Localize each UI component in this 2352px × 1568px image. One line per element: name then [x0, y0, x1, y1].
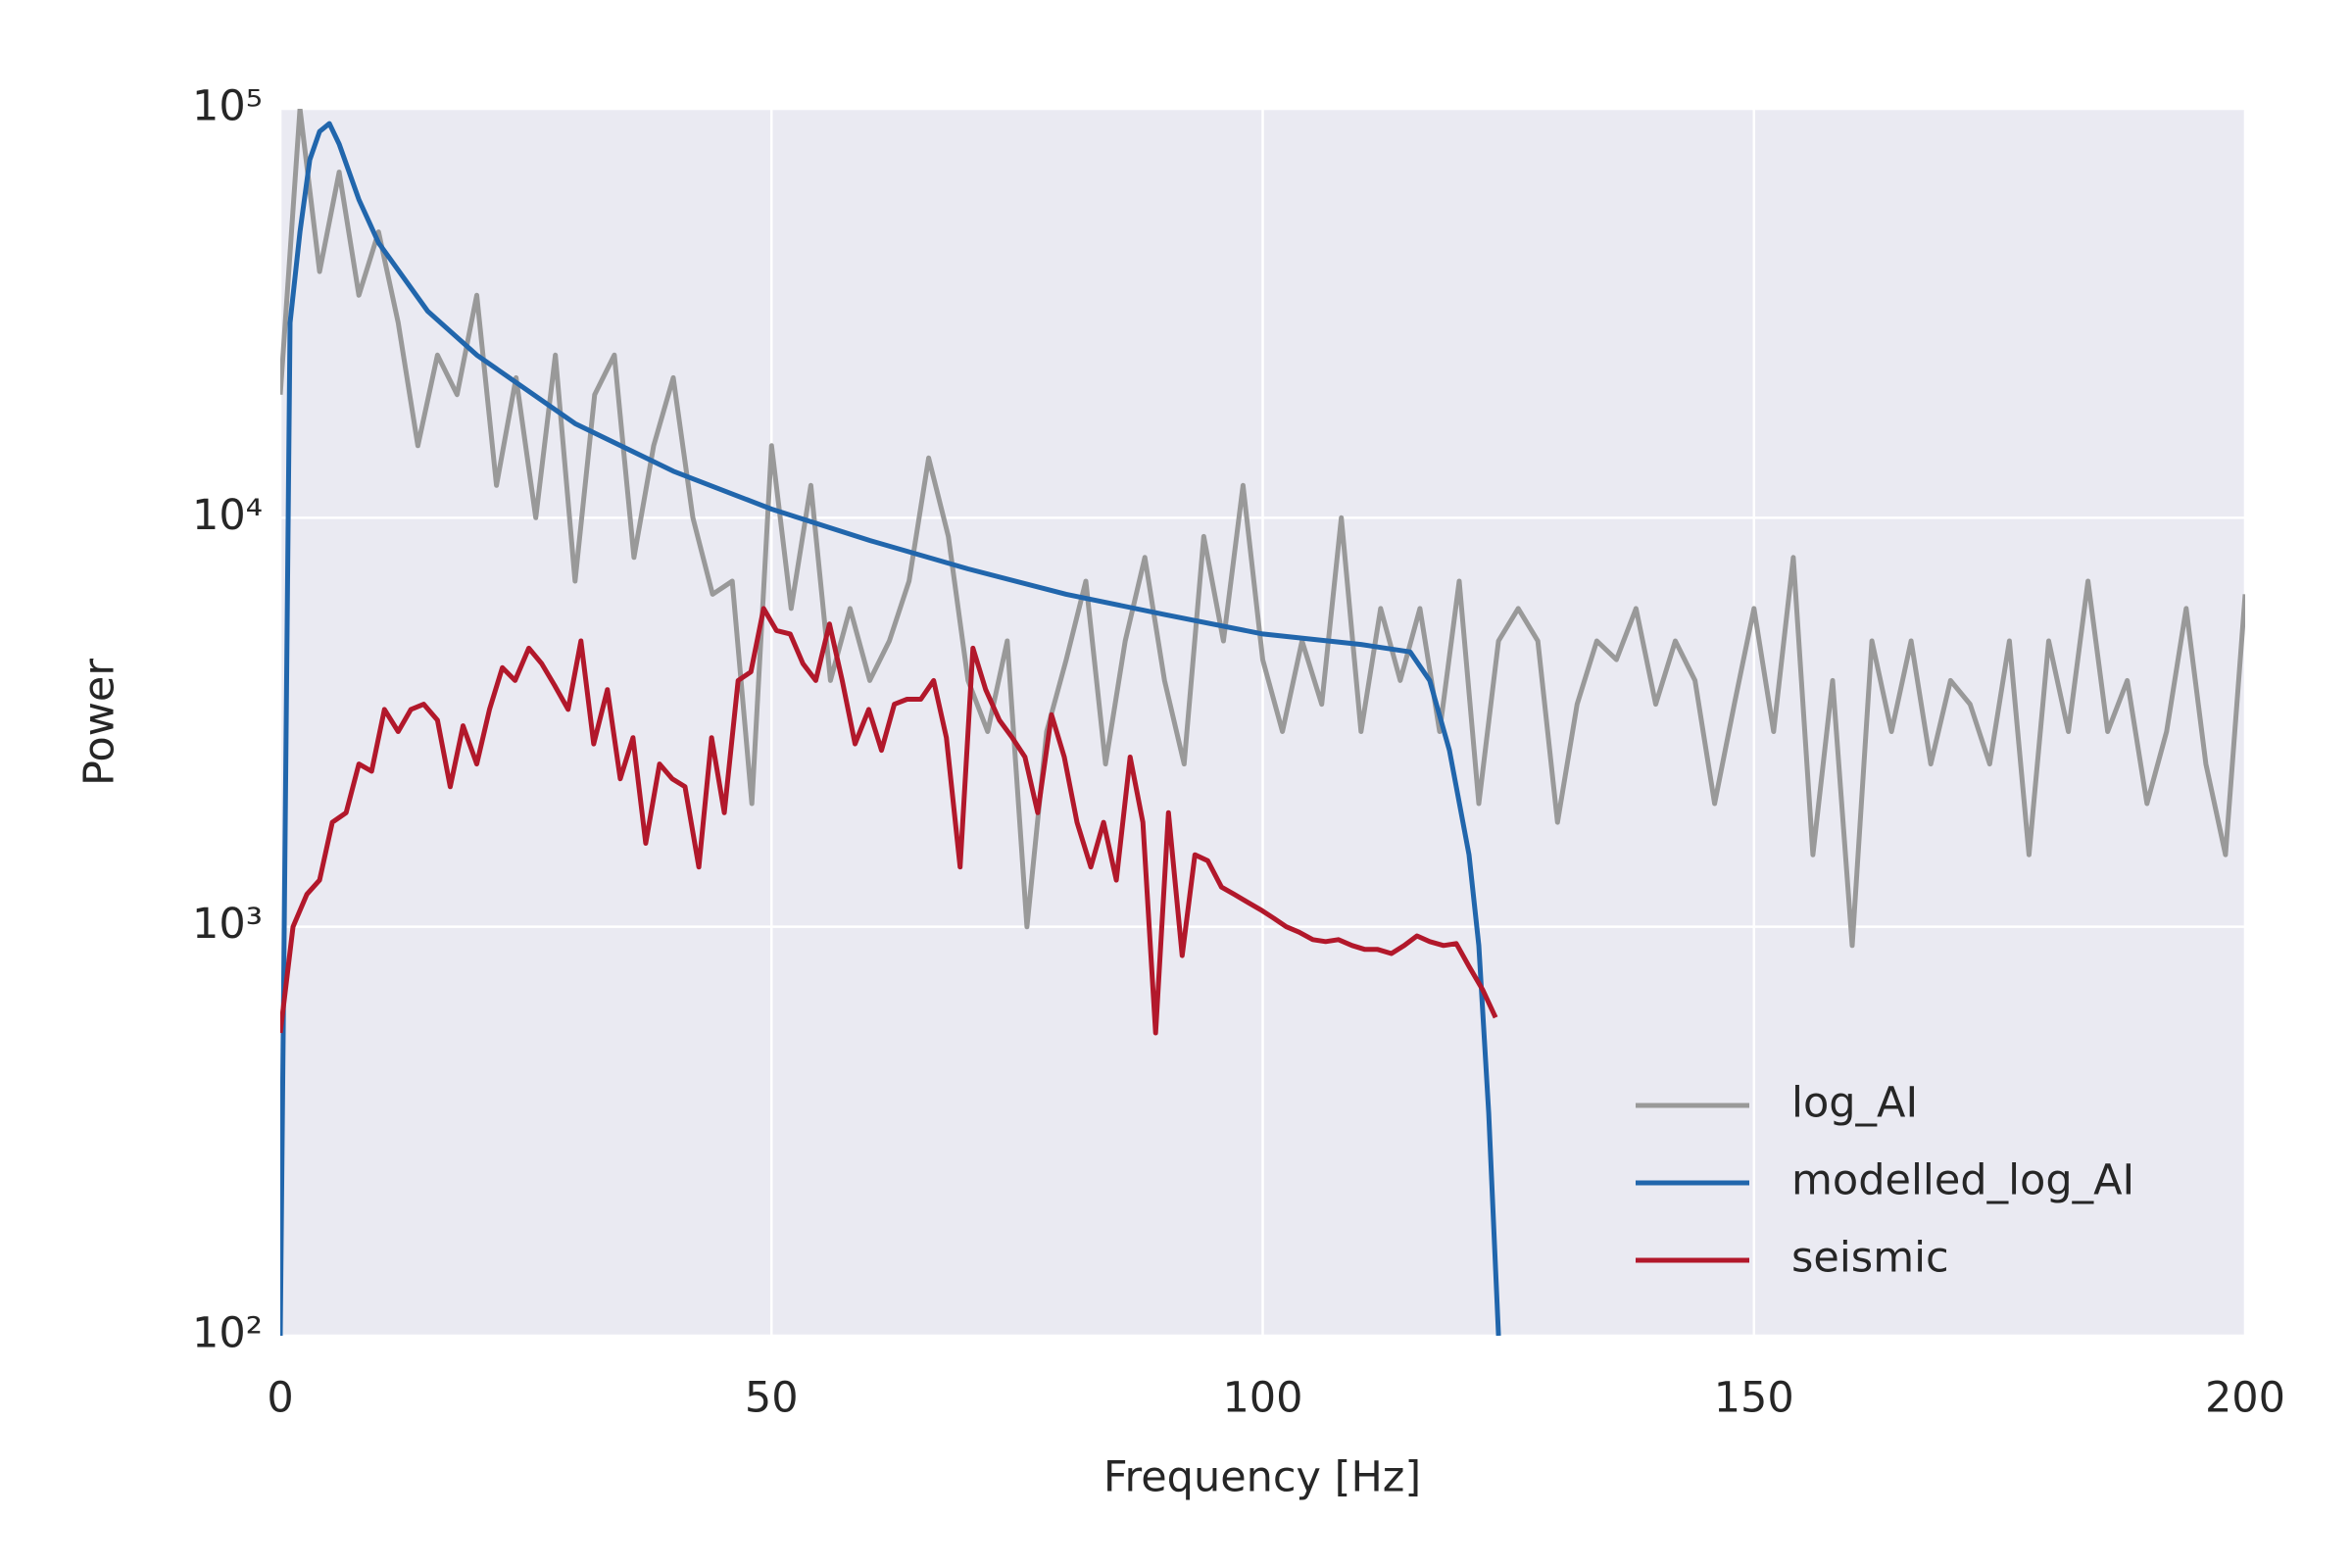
legend-label: modelled_log_AI: [1791, 1156, 2134, 1205]
labels: 0 50 100 150 200 10² 10³ 10⁴ 10⁵ log_AI modelled_l…: [192, 82, 2285, 1423]
y-tick-label: 10⁴: [192, 491, 263, 540]
legend-label: log_AI: [1791, 1079, 1918, 1128]
x-tick-label: 0: [267, 1374, 293, 1423]
plot-lines: [280, 109, 2245, 1336]
x-tick-label: 150: [1714, 1374, 1794, 1423]
y-tick-label: 10⁵: [192, 82, 263, 131]
x-tick-label: 200: [2205, 1374, 2285, 1423]
y-tick-label: 10³: [192, 900, 263, 949]
legend-label: seismic: [1791, 1234, 1949, 1283]
series-line: [280, 121, 1501, 1336]
series-line: [280, 109, 2245, 949]
x-tick-label: 50: [745, 1374, 799, 1423]
y-tick-label: 10²: [192, 1309, 263, 1358]
x-tick-label: 100: [1222, 1374, 1302, 1423]
y-axis-label: Power: [75, 659, 124, 786]
series-line: [280, 606, 1498, 1036]
grid: [278, 107, 2247, 1338]
x-axis-label: Frequency [Hz]: [1103, 1453, 1421, 1502]
